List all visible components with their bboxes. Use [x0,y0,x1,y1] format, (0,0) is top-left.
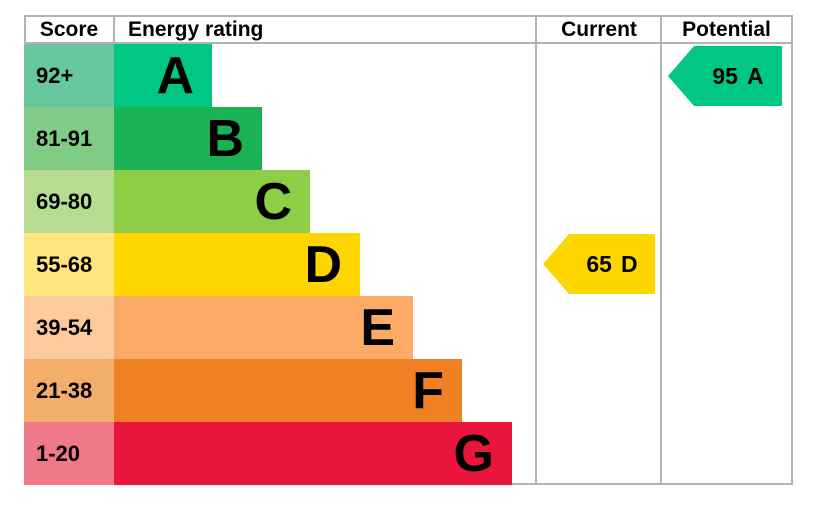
header-left-border [24,15,26,44]
header-potential: Potential [682,18,771,41]
rating-bar-a: A [114,44,212,107]
table-top-border [24,15,793,17]
band-row-c: 69-80 C [24,170,793,233]
current-column-divider [535,15,537,485]
rating-bar-f: F [114,359,462,422]
header-current: Current [561,18,637,41]
rating-bar-d: D [114,233,360,296]
score-range-label: 55-68 [24,233,114,296]
current-letter: D [620,250,638,277]
current-rating-arrow: 65 D [543,234,655,294]
potential-value: 95 [712,62,738,89]
rating-bar-e: E [114,296,413,359]
band-row-b: 81-91 B [24,107,793,170]
band-row-g: 1-20 G [24,422,793,485]
header-energy-rating: Energy rating [128,18,264,41]
current-value: 65 [586,250,612,277]
header-score: Score [39,18,99,41]
rating-bar-g: G [114,422,512,485]
score-range-label: 92+ [24,44,114,107]
rating-bands: 92+ A 81-91 B 69-80 C 55-68 D 39-54 E 21-38 F 1-20 G [24,44,793,485]
rating-table: Score Energy rating Current Potential 92… [24,15,793,485]
score-column-divider [113,15,115,44]
potential-column-divider [660,15,662,485]
header-bottom-border [24,42,793,44]
score-range-label: 69-80 [24,170,114,233]
potential-rating-arrow: 95 A [668,46,782,106]
band-row-f: 21-38 F [24,359,793,422]
score-range-label: 81-91 [24,107,114,170]
score-range-label: 39-54 [24,296,114,359]
score-range-label: 1-20 [24,422,114,485]
table-right-border [791,15,793,485]
band-row-e: 39-54 E [24,296,793,359]
rating-bar-c: C [114,170,310,233]
band-row-d: 55-68 D [24,233,793,296]
band-row-a: 92+ A [24,44,793,107]
potential-letter: A [746,62,764,89]
score-range-label: 21-38 [24,359,114,422]
rating-bar-b: B [114,107,262,170]
